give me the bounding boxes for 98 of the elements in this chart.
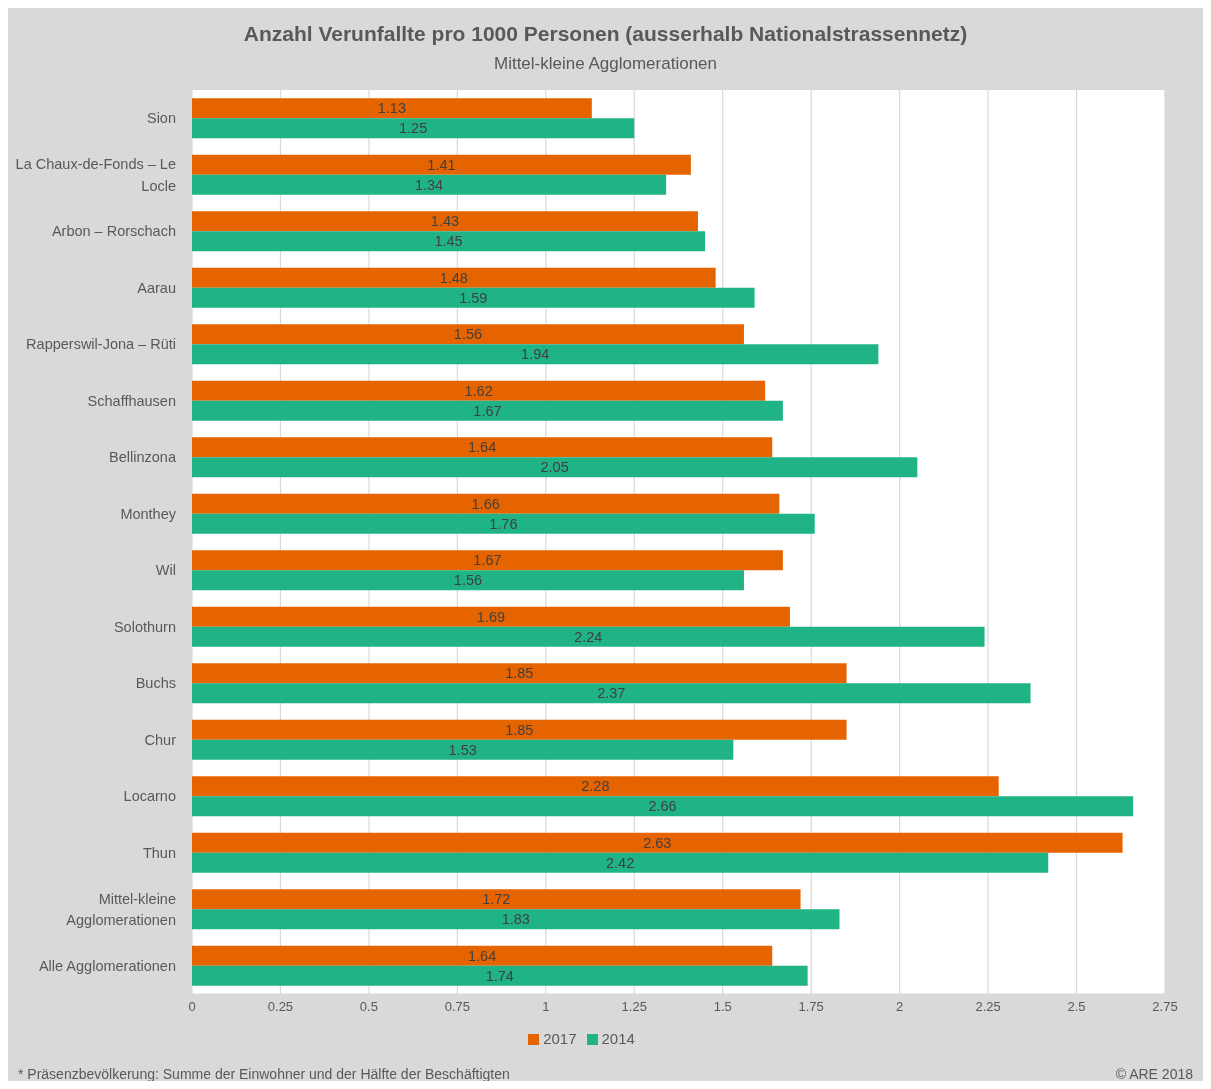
data-label: 1.64: [468, 947, 497, 964]
data-label: 2.28: [581, 778, 610, 795]
bar: [192, 174, 667, 195]
y-tick-label: Arbon – Rorschach: [51, 223, 176, 240]
data-label: 2.37: [597, 685, 626, 702]
bar: [192, 719, 847, 740]
data-label: 1.69: [476, 608, 506, 625]
x-tick-label: 0: [188, 999, 196, 1015]
x-tick-label: 1.75: [798, 999, 824, 1015]
bar: [192, 663, 847, 684]
data-label: 1.72: [482, 891, 511, 908]
data-label: 1.85: [505, 665, 534, 682]
data-label: 1.45: [434, 233, 463, 250]
data-label: 1.67: [473, 552, 502, 569]
data-label: 1.56: [453, 326, 483, 343]
y-tick-label: Aarau: [137, 279, 176, 296]
bar: [192, 267, 716, 288]
y-tick-label: Mittel-kleine Agglomerationen: [66, 890, 176, 929]
chart-title: Anzahl Verunfallte pro 1000 Personen (ausserhalb Nationalstrassennetz): [242, 22, 969, 46]
bar: [192, 965, 808, 986]
data-label: 2.63: [643, 834, 672, 851]
data-label: 1.43: [430, 213, 460, 230]
bar: [192, 437, 773, 458]
x-tick-label: 2.5: [1067, 999, 1086, 1015]
data-label: 1.13: [377, 100, 407, 117]
bar: [192, 739, 734, 760]
y-tick-label: Locarno: [123, 788, 176, 805]
x-tick-label: 1: [542, 999, 550, 1015]
bar: [192, 550, 783, 571]
data-label: 1.94: [521, 346, 550, 363]
chart-subtitle: Mittel-kleine Agglomerationen: [493, 54, 718, 74]
data-label: 2.66: [648, 798, 677, 815]
data-label: 2.05: [540, 459, 569, 476]
bar: [192, 211, 698, 232]
bar: [192, 118, 635, 139]
x-tick-label: 1.5: [713, 999, 732, 1015]
text: * Präsenzbevölkerung: Summe der Einwohner und der Hälfte der Beschäftigten: [18, 1066, 510, 1082]
y-tick-label: Chur: [144, 731, 177, 748]
bar: [192, 945, 773, 966]
y-tick-label: Bellinzona: [109, 449, 177, 466]
data-label: 1.48: [439, 269, 468, 286]
y-tick-label: Alle Agglomerationen: [38, 957, 176, 974]
bar: [192, 344, 879, 365]
bar: [192, 400, 783, 421]
data-label: 1.66: [471, 495, 500, 512]
y-tick-label: Sion: [146, 110, 176, 127]
bar: [192, 852, 1049, 873]
bar: [192, 231, 706, 252]
data-label: 1.62: [464, 382, 493, 399]
y-tick-label: Thun: [142, 844, 176, 861]
y-tick-label: Rapperswil-Jona – Rüti: [26, 336, 176, 353]
bar: [192, 380, 766, 401]
data-label: 2.42: [606, 854, 635, 871]
x-tick-label: 0.5: [359, 999, 378, 1015]
data-label: 1.83: [501, 911, 530, 928]
data-label: 1.64: [468, 439, 497, 456]
legend-label: 2014: [601, 1030, 635, 1047]
bar: [192, 513, 815, 534]
bar: [192, 457, 918, 478]
data-label: 2.24: [574, 628, 603, 645]
data-label: 1.41: [427, 156, 456, 173]
x-tick-label: 0.75: [444, 999, 471, 1015]
bar: [192, 154, 691, 175]
bar: [192, 287, 755, 308]
data-label: 1.25: [399, 120, 428, 137]
bar: [192, 776, 999, 797]
y-tick-label: Solothurn: [113, 618, 176, 635]
data-label: 1.67: [473, 402, 502, 419]
x-tick-label: 2: [896, 999, 904, 1015]
x-tick-label: 2.75: [1152, 999, 1178, 1015]
legend-label: 2017: [543, 1030, 577, 1047]
bar: [192, 324, 744, 345]
bar: [192, 796, 1134, 817]
text: © ARE 2018: [1115, 1066, 1193, 1082]
y-tick-label: Wil: [155, 562, 176, 579]
y-tick-label: La Chaux-de-Fonds – Le Locle: [15, 156, 176, 194]
data-label: 1.56: [453, 572, 483, 589]
bar: [192, 909, 840, 930]
data-label: 1.85: [505, 721, 534, 738]
y-tick-label: Monthey: [120, 505, 177, 522]
data-label: 1.53: [448, 741, 477, 758]
data-label: 1.34: [414, 176, 444, 193]
bar: [192, 832, 1123, 853]
x-tick-label: 0.25: [267, 999, 294, 1015]
y-tick-label: Schaffhausen: [87, 392, 176, 409]
data-label: 1.74: [485, 967, 514, 984]
bar: [192, 889, 801, 910]
bar: [192, 570, 744, 591]
x-tick-label: 2.25: [975, 999, 1001, 1015]
data-label: 1.76: [489, 515, 518, 532]
bar: [192, 98, 592, 119]
bar: [192, 606, 790, 627]
bar: [192, 683, 1031, 704]
data-label: 1.59: [459, 289, 488, 306]
bar: [192, 626, 985, 647]
bar: [192, 493, 780, 514]
x-tick-label: 1.25: [621, 999, 647, 1015]
y-tick-label: Buchs: [135, 675, 176, 692]
